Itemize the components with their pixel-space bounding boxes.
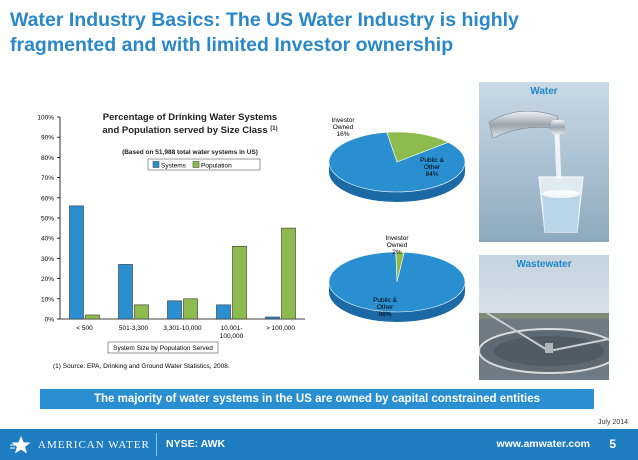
page-number: 5 [609,437,616,451]
pie-slice-label: Investor Owned 2% [385,235,409,256]
chart-title: Percentage of Drinking Water Systems and … [102,112,277,136]
slide-title: Water Industry Basics: The US Water Indu… [10,9,519,56]
y-tick-label: 30% [41,256,54,263]
legend-swatch [192,161,200,168]
y-tick-label: 20% [41,276,54,283]
date-label: July 2014 [598,419,628,426]
footer-divider [156,433,157,456]
x-tick-label: < 500 [76,325,93,332]
y-tick-label: 100% [37,115,54,122]
chart-title-superscript: (1) [270,126,277,132]
pie-slice [386,131,450,163]
x-tick-label: > 100,000 [266,325,295,332]
source-note: (1) Source: EPA, Drinking and Ground Wat… [53,363,230,370]
bar-systems [265,316,280,320]
faucet-glass-image [479,82,609,242]
x-tick-label: 10,001-100,000 [220,325,244,340]
pie-slice-label: Investor Owned 16% [331,117,355,138]
legend-swatch [152,161,160,168]
chart-subtitle: (Based on 51,988 total water systems in … [122,149,258,156]
y-tick-label: 40% [41,236,54,243]
y-tick-label: 0% [45,317,55,324]
bar-population [281,227,296,320]
bar-systems [216,304,231,320]
footer-bar: AMERICAN WATER NYSE: AWK www.amwater.com… [0,429,638,460]
bar-population [85,314,100,320]
star-logo-icon [10,435,31,453]
wastewater-photo: Wastewater [479,255,609,380]
legend-box [147,158,261,171]
pie-chart-2014: Investor Owned 16% Public & Other 84% [328,117,466,202]
legend-label: Systems [161,163,187,170]
website-link[interactable]: www.amwater.com [496,438,590,450]
size-class-bar-chart: 0% 10% 20% 30% 40% 50% 60% 70% 80% 90% 100% < 500 50… [37,112,305,370]
water-photo: Water [479,82,609,242]
y-tick-label: 50% [41,216,54,223]
y-tick-label: 90% [41,135,54,142]
bar-population [232,245,247,320]
bar-systems [118,264,133,320]
x-tick-label: 3,301-10,000 [163,325,202,332]
x-axis-label: System Size by Population Served [113,345,213,352]
treatment-plant-image [479,255,609,380]
chart-legend: Systems Population [147,158,261,171]
water-photo-label: Water [530,86,558,97]
pie-slice-label: Public & Other 84% [420,157,445,178]
bar-systems [167,300,182,320]
wastewater-photo-label: Wastewater [516,259,572,270]
x-axis-label-box [107,341,219,354]
bar-population [183,298,198,320]
company-logo: AMERICAN WATER [0,429,155,460]
bar-population [134,304,149,320]
x-tick-label: 501-3,300 [119,325,149,332]
pie-slice [328,251,466,313]
legend-label: Population [201,163,232,170]
stock-ticker: NYSE: AWK [166,438,226,450]
y-tick-label: 80% [41,155,54,162]
y-tick-label: 70% [41,175,54,182]
pie-slice [328,132,466,193]
pie-chart-population: Investor Owned 2% Public & Other 98% [328,235,466,322]
pie-slice-label: Public & Other 98% [373,297,398,318]
key-message-banner: The majority of water systems in the US … [40,389,594,409]
logo-text: AMERICAN WATER [38,438,150,451]
bar-systems [69,205,84,320]
y-tick-label: 10% [41,296,54,303]
y-tick-label: 60% [41,195,54,202]
